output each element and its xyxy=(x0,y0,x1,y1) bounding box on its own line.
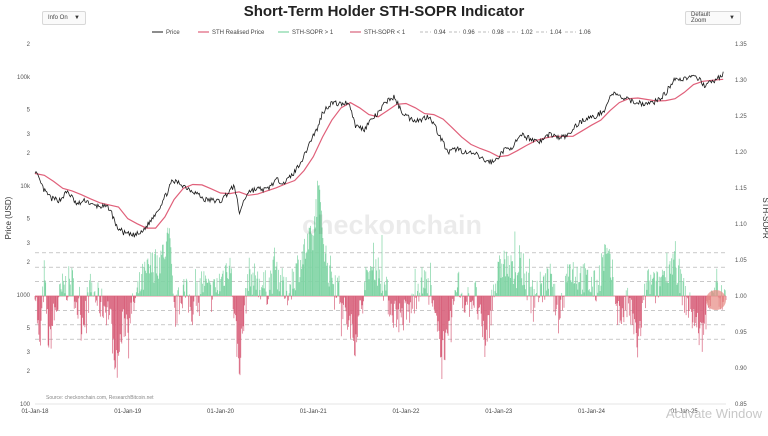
left-axis-tick-label: 5 xyxy=(27,326,31,332)
legend-label: STH-SOPR > 1 xyxy=(292,30,334,36)
left-axis-tick-label: 2 xyxy=(27,260,31,266)
left-axis-tick-label: 2 xyxy=(27,42,31,48)
right-axis-tick-label: 1.05 xyxy=(735,258,747,264)
highlight-marker xyxy=(706,290,726,310)
chevron-down-icon: ▼ xyxy=(74,15,80,21)
plot-background xyxy=(35,44,726,404)
zoom-select[interactable]: Default Zoom ▼ xyxy=(685,11,741,25)
os-watermark: Activate Window xyxy=(665,406,762,421)
x-axis-tick-label: 01-Jan-20 xyxy=(207,409,235,415)
zoom-select-label: Default Zoom xyxy=(691,12,711,24)
legend-label: STH Realised Price xyxy=(212,30,265,36)
x-axis-tick-label: 01-Jan-23 xyxy=(485,409,513,415)
left-axis-tick-label: 5 xyxy=(27,108,31,114)
left-axis-tick-label: 2 xyxy=(27,369,31,375)
left-axis-tick-label: 3 xyxy=(27,241,31,247)
left-axis-tick-label: 5 xyxy=(27,217,31,223)
left-axis-tick-label: 100 xyxy=(20,402,31,408)
legend-label: 0.96 xyxy=(463,30,475,36)
legend-label: 0.94 xyxy=(434,30,446,36)
left-axis-tick-label: 10k xyxy=(20,184,31,190)
right-axis-tick-label: 0.90 xyxy=(735,366,747,372)
price-line xyxy=(34,71,724,238)
legend-label: 1.06 xyxy=(579,30,591,36)
x-axis-tick-label: 01-Jan-21 xyxy=(300,409,328,415)
right-axis-tick-label: 0.85 xyxy=(735,402,747,408)
right-axis-tick-label: 1.15 xyxy=(735,186,747,192)
left-axis-tick-label: 3 xyxy=(27,350,31,356)
legend-label: 1.04 xyxy=(550,30,562,36)
info-toggle-select[interactable]: Info On ▼ xyxy=(42,11,86,25)
left-axis-tick-label: 2 xyxy=(27,151,31,157)
x-axis-tick-label: 01-Jan-18 xyxy=(21,409,49,415)
sopr-above-one-series xyxy=(42,180,726,296)
info-toggle-label: Info On xyxy=(48,15,68,21)
chart-title: Short-Term Holder STH-SOPR Indicator xyxy=(243,3,525,20)
right-axis-tick-label: 1.30 xyxy=(735,78,747,84)
x-axis-tick-label: 01-Jan-22 xyxy=(392,409,420,415)
right-axis-tick-label: 1.10 xyxy=(735,222,747,228)
chevron-down-icon: ▼ xyxy=(729,15,735,21)
left-axis-title: Price (USD) xyxy=(4,196,13,239)
right-axis-tick-label: 1.35 xyxy=(735,42,747,48)
legend-label: 0.98 xyxy=(492,30,504,36)
chart-watermark: checkonchain xyxy=(302,210,482,240)
left-axis-tick-label: 1000 xyxy=(17,293,31,299)
right-axis-tick-label: 0.95 xyxy=(735,330,747,336)
right-axis-tick-label: 1.00 xyxy=(735,294,747,300)
left-axis-tick-label: 3 xyxy=(27,132,31,138)
x-axis-tick-label: 01-Jan-19 xyxy=(114,409,142,415)
left-axis-tick-label: 100k xyxy=(17,75,31,81)
x-axis-tick-label: 01-Jan-25 xyxy=(671,409,699,415)
legend-label: Price xyxy=(166,30,180,36)
realised-price-line xyxy=(34,78,724,229)
right-axis-tick-label: 1.20 xyxy=(735,150,747,156)
legend-label: STH-SOPR < 1 xyxy=(364,30,406,36)
x-axis-tick-label: 01-Jan-24 xyxy=(578,409,606,415)
right-axis-tick-label: 1.25 xyxy=(735,114,747,120)
right-axis-title: STH-SOPR xyxy=(761,197,768,239)
legend-label: 1.02 xyxy=(521,30,533,36)
source-note: Source: checkonchain.com, ResearchBitcoi… xyxy=(46,395,154,401)
sopr-below-one-series xyxy=(34,296,727,379)
